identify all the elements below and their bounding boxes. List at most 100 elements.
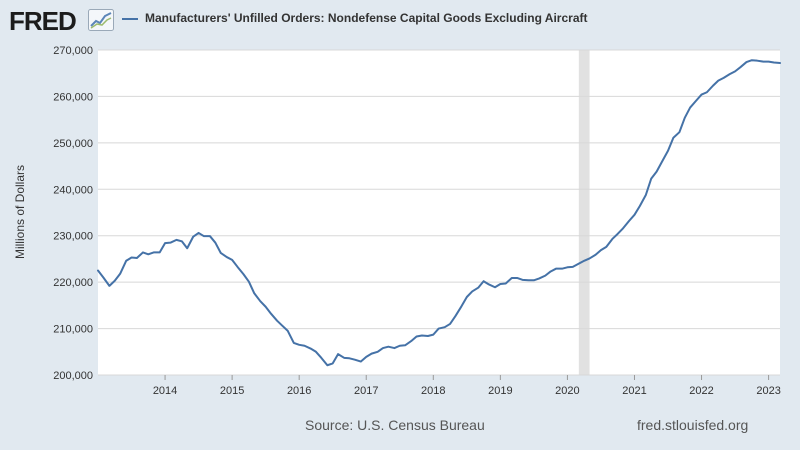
- data-point[interactable]: [694, 98, 699, 103]
- data-point[interactable]: [593, 252, 598, 257]
- data-point[interactable]: [241, 272, 246, 277]
- data-point[interactable]: [526, 278, 531, 283]
- data-point[interactable]: [520, 277, 525, 282]
- data-point[interactable]: [576, 261, 581, 266]
- data-point[interactable]: [649, 176, 654, 181]
- data-point[interactable]: [381, 346, 386, 351]
- data-point[interactable]: [431, 332, 436, 337]
- data-point[interactable]: [213, 240, 218, 245]
- data-point[interactable]: [207, 234, 212, 239]
- data-point[interactable]: [392, 346, 397, 351]
- data-point[interactable]: [185, 246, 190, 251]
- data-point[interactable]: [448, 321, 453, 326]
- data-point[interactable]: [498, 282, 503, 287]
- data-point[interactable]: [297, 342, 302, 347]
- data-point[interactable]: [610, 236, 615, 241]
- data-point[interactable]: [347, 356, 352, 361]
- data-point[interactable]: [643, 192, 648, 197]
- data-point[interactable]: [140, 250, 145, 255]
- data-point[interactable]: [632, 212, 637, 217]
- data-point[interactable]: [453, 314, 458, 319]
- data-point[interactable]: [352, 357, 357, 362]
- data-point[interactable]: [364, 354, 369, 359]
- data-point[interactable]: [778, 61, 783, 66]
- data-point[interactable]: [375, 349, 380, 354]
- data-point[interactable]: [252, 291, 257, 296]
- data-point[interactable]: [671, 135, 676, 140]
- data-point[interactable]: [196, 230, 201, 235]
- data-point[interactable]: [481, 279, 486, 284]
- data-point[interactable]: [218, 250, 223, 255]
- data-point[interactable]: [386, 344, 391, 349]
- data-point[interactable]: [151, 250, 156, 255]
- data-point[interactable]: [688, 105, 693, 110]
- data-point[interactable]: [246, 279, 251, 284]
- data-point[interactable]: [548, 269, 553, 274]
- data-point[interactable]: [721, 75, 726, 80]
- data-point[interactable]: [124, 258, 129, 263]
- data-point[interactable]: [319, 355, 324, 360]
- data-point[interactable]: [436, 326, 441, 331]
- data-point[interactable]: [637, 204, 642, 209]
- data-point[interactable]: [414, 334, 419, 339]
- data-point[interactable]: [112, 278, 117, 283]
- series-line[interactable]: [97, 59, 781, 367]
- data-point[interactable]: [163, 241, 168, 246]
- data-point[interactable]: [744, 60, 749, 65]
- data-point[interactable]: [666, 148, 671, 153]
- data-point[interactable]: [654, 169, 659, 174]
- data-point[interactable]: [118, 271, 123, 276]
- data-point[interactable]: [565, 265, 570, 270]
- data-point[interactable]: [179, 239, 184, 244]
- data-point[interactable]: [582, 258, 587, 263]
- data-point[interactable]: [269, 311, 274, 316]
- data-point[interactable]: [157, 250, 162, 255]
- data-point[interactable]: [191, 234, 196, 239]
- data-point[interactable]: [235, 264, 240, 269]
- data-point[interactable]: [224, 255, 229, 260]
- data-point[interactable]: [733, 69, 738, 74]
- data-point[interactable]: [598, 248, 603, 253]
- data-point[interactable]: [738, 65, 743, 70]
- line-chart[interactable]: 200,000 210,000 220,000 230,000 240,000 250,0…: [0, 40, 800, 405]
- data-point[interactable]: [201, 234, 206, 239]
- data-point[interactable]: [660, 158, 665, 163]
- data-point[interactable]: [403, 343, 408, 348]
- data-point[interactable]: [464, 295, 469, 300]
- data-point[interactable]: [704, 90, 709, 95]
- data-point[interactable]: [397, 343, 402, 348]
- data-point[interactable]: [308, 346, 313, 351]
- data-point[interactable]: [336, 352, 341, 357]
- data-point[interactable]: [230, 257, 235, 262]
- data-point[interactable]: [146, 252, 151, 257]
- data-point[interactable]: [369, 351, 374, 356]
- site-link[interactable]: fred.stlouisfed.org: [637, 417, 749, 433]
- data-point[interactable]: [587, 256, 592, 261]
- data-point[interactable]: [766, 59, 771, 64]
- fred-logo[interactable]: FRED: [9, 6, 77, 36]
- data-point[interactable]: [627, 218, 632, 223]
- data-point[interactable]: [537, 276, 542, 281]
- data-point[interactable]: [263, 304, 268, 309]
- data-point[interactable]: [509, 275, 514, 280]
- data-point[interactable]: [459, 304, 464, 309]
- data-point[interactable]: [560, 266, 565, 271]
- data-point[interactable]: [425, 334, 430, 339]
- data-point[interactable]: [570, 264, 575, 269]
- data-point[interactable]: [761, 59, 766, 64]
- data-point[interactable]: [470, 289, 475, 294]
- data-point[interactable]: [174, 237, 179, 242]
- data-point[interactable]: [285, 328, 290, 333]
- data-point[interactable]: [168, 240, 173, 245]
- data-point[interactable]: [554, 266, 559, 271]
- data-point[interactable]: [677, 130, 682, 135]
- data-point[interactable]: [129, 255, 134, 260]
- data-point[interactable]: [358, 359, 363, 364]
- data-point[interactable]: [291, 340, 296, 345]
- data-point[interactable]: [604, 244, 609, 249]
- data-point[interactable]: [302, 343, 307, 348]
- data-point[interactable]: [503, 281, 508, 286]
- data-point[interactable]: [96, 268, 101, 273]
- data-point[interactable]: [699, 92, 704, 97]
- data-point[interactable]: [476, 285, 481, 290]
